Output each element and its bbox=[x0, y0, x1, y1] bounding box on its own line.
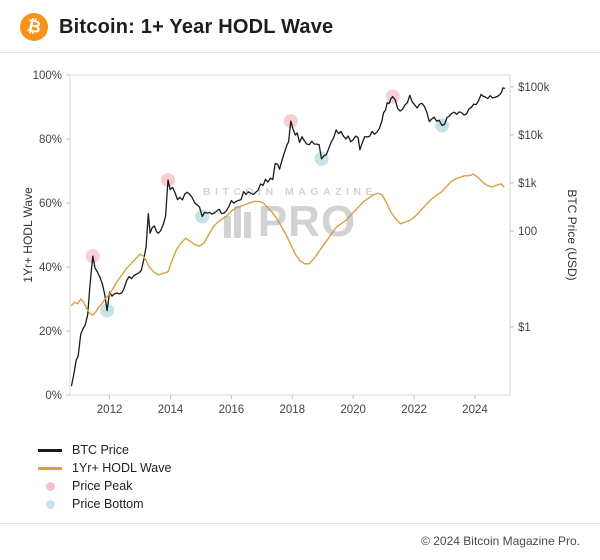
left-tick-label: 40% bbox=[39, 262, 62, 274]
right-tick-label: $10k bbox=[518, 130, 543, 142]
x-tick-label: 2014 bbox=[158, 404, 184, 416]
legend-item-1yr-hodl-wave[interactable]: 1Yr+ HODL Wave bbox=[38, 459, 600, 477]
left-tick-label: 20% bbox=[39, 326, 62, 338]
left-tick-label: 80% bbox=[39, 134, 62, 146]
x-tick-label: 2018 bbox=[279, 404, 305, 416]
legend-label: BTC Price bbox=[72, 443, 129, 457]
x-tick-label: 2020 bbox=[340, 404, 366, 416]
right-tick-label: $1k bbox=[518, 178, 537, 190]
left-tick-label: 100% bbox=[33, 70, 62, 82]
copyright-text: © 2024 Bitcoin Magazine Pro. bbox=[421, 534, 580, 548]
x-tick-label: 2016 bbox=[219, 404, 245, 416]
chart-area: 0% 20% 40% 60% 80% 100% $100k $10k $1k 100 $1 2012 2… bbox=[20, 59, 580, 431]
x-tick-label: 2024 bbox=[462, 404, 488, 416]
legend-label: 1Yr+ HODL Wave bbox=[72, 461, 172, 475]
right-tick-label: $100k bbox=[518, 82, 550, 94]
legend-item-price-bottom[interactable]: Price Bottom bbox=[38, 495, 600, 513]
hodl-wave-chart[interactable]: 0% 20% 40% 60% 80% 100% $100k $10k $1k 100 $1 2012 2… bbox=[20, 59, 580, 431]
legend-dot-swatch bbox=[38, 499, 62, 509]
left-axis-title: 1Yr+ HODL Wave bbox=[21, 187, 35, 283]
legend-line-swatch bbox=[38, 448, 62, 452]
x-tick-label: 2022 bbox=[401, 404, 427, 416]
legend-label: Price Bottom bbox=[72, 497, 144, 511]
left-tick-label: 0% bbox=[45, 390, 62, 402]
bitcoin-glyph: ₿ bbox=[25, 15, 43, 38]
page-title: Bitcoin: 1+ Year HODL Wave bbox=[59, 15, 334, 38]
header: ₿ Bitcoin: 1+ Year HODL Wave bbox=[0, 0, 600, 53]
chart-legend: BTC Price 1Yr+ HODL Wave Price Peak Price B… bbox=[38, 441, 600, 513]
legend-item-btc-price[interactable]: BTC Price bbox=[38, 441, 600, 459]
right-tick-label: 100 bbox=[518, 226, 537, 238]
1yr-hodl-wave-line bbox=[70, 173, 505, 316]
footer: © 2024 Bitcoin Magazine Pro. bbox=[0, 523, 600, 548]
btc-price-line bbox=[70, 87, 506, 387]
right-axis-title: BTC Price (USD) bbox=[565, 189, 579, 280]
plot-border bbox=[69, 74, 511, 396]
legend-item-price-peak[interactable]: Price Peak bbox=[38, 477, 600, 495]
legend-line-swatch bbox=[38, 466, 62, 470]
legend-label: Price Peak bbox=[72, 479, 133, 493]
x-tick-label: 2012 bbox=[97, 404, 123, 416]
right-tick-label: $1 bbox=[518, 322, 531, 334]
bitcoin-logo-icon: ₿ bbox=[20, 13, 48, 41]
legend-dot-swatch bbox=[38, 481, 62, 491]
left-tick-label: 60% bbox=[39, 198, 62, 210]
